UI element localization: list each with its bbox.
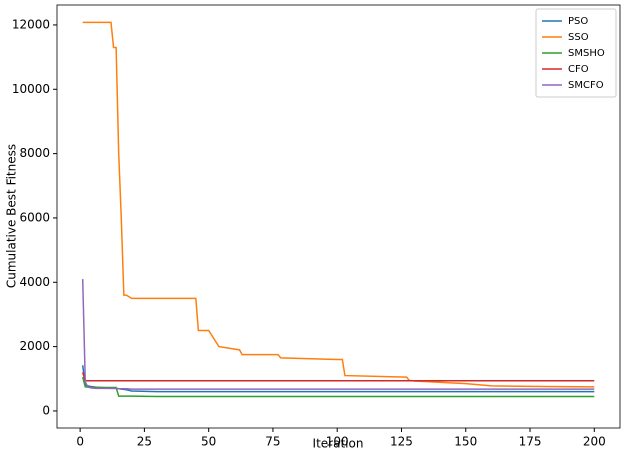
series-line <box>81 376 595 398</box>
legend-label: SMCFO <box>568 80 604 91</box>
x-axis-label: Iteration <box>313 437 364 451</box>
y-tick-label: 10000 <box>12 82 50 96</box>
x-tick-label: 200 <box>583 435 606 449</box>
plot-frame <box>56 4 621 429</box>
legend-box <box>535 8 617 98</box>
series-line <box>81 365 595 393</box>
x-tick-label: 25 <box>137 435 152 449</box>
x-tick-label: 0 <box>76 435 84 449</box>
x-tick-label: 50 <box>201 435 216 449</box>
y-axis-label: Cumulative Best Fitness <box>5 144 19 288</box>
y-tick-label: 8000 <box>19 146 50 160</box>
legend-label: SMSHO <box>568 48 605 59</box>
x-tick-label: 75 <box>265 435 280 449</box>
series-line <box>81 372 595 382</box>
x-tick-label: 150 <box>454 435 477 449</box>
y-tick-label: 0 <box>42 403 50 417</box>
y-tick-label: 2000 <box>19 339 50 353</box>
legend-label: PSO <box>568 16 588 27</box>
x-tick-label: 125 <box>390 435 413 449</box>
legend-label: SSO <box>568 32 589 43</box>
y-tick-label: 4000 <box>19 275 50 289</box>
series-line <box>81 279 595 390</box>
y-tick-label: 12000 <box>12 17 50 31</box>
legend-label: CFO <box>568 64 589 75</box>
x-tick-label: 175 <box>519 435 542 449</box>
series-line <box>82 21 595 388</box>
x-tick-label: 100 <box>326 435 349 449</box>
y-tick-label: 6000 <box>19 210 50 224</box>
